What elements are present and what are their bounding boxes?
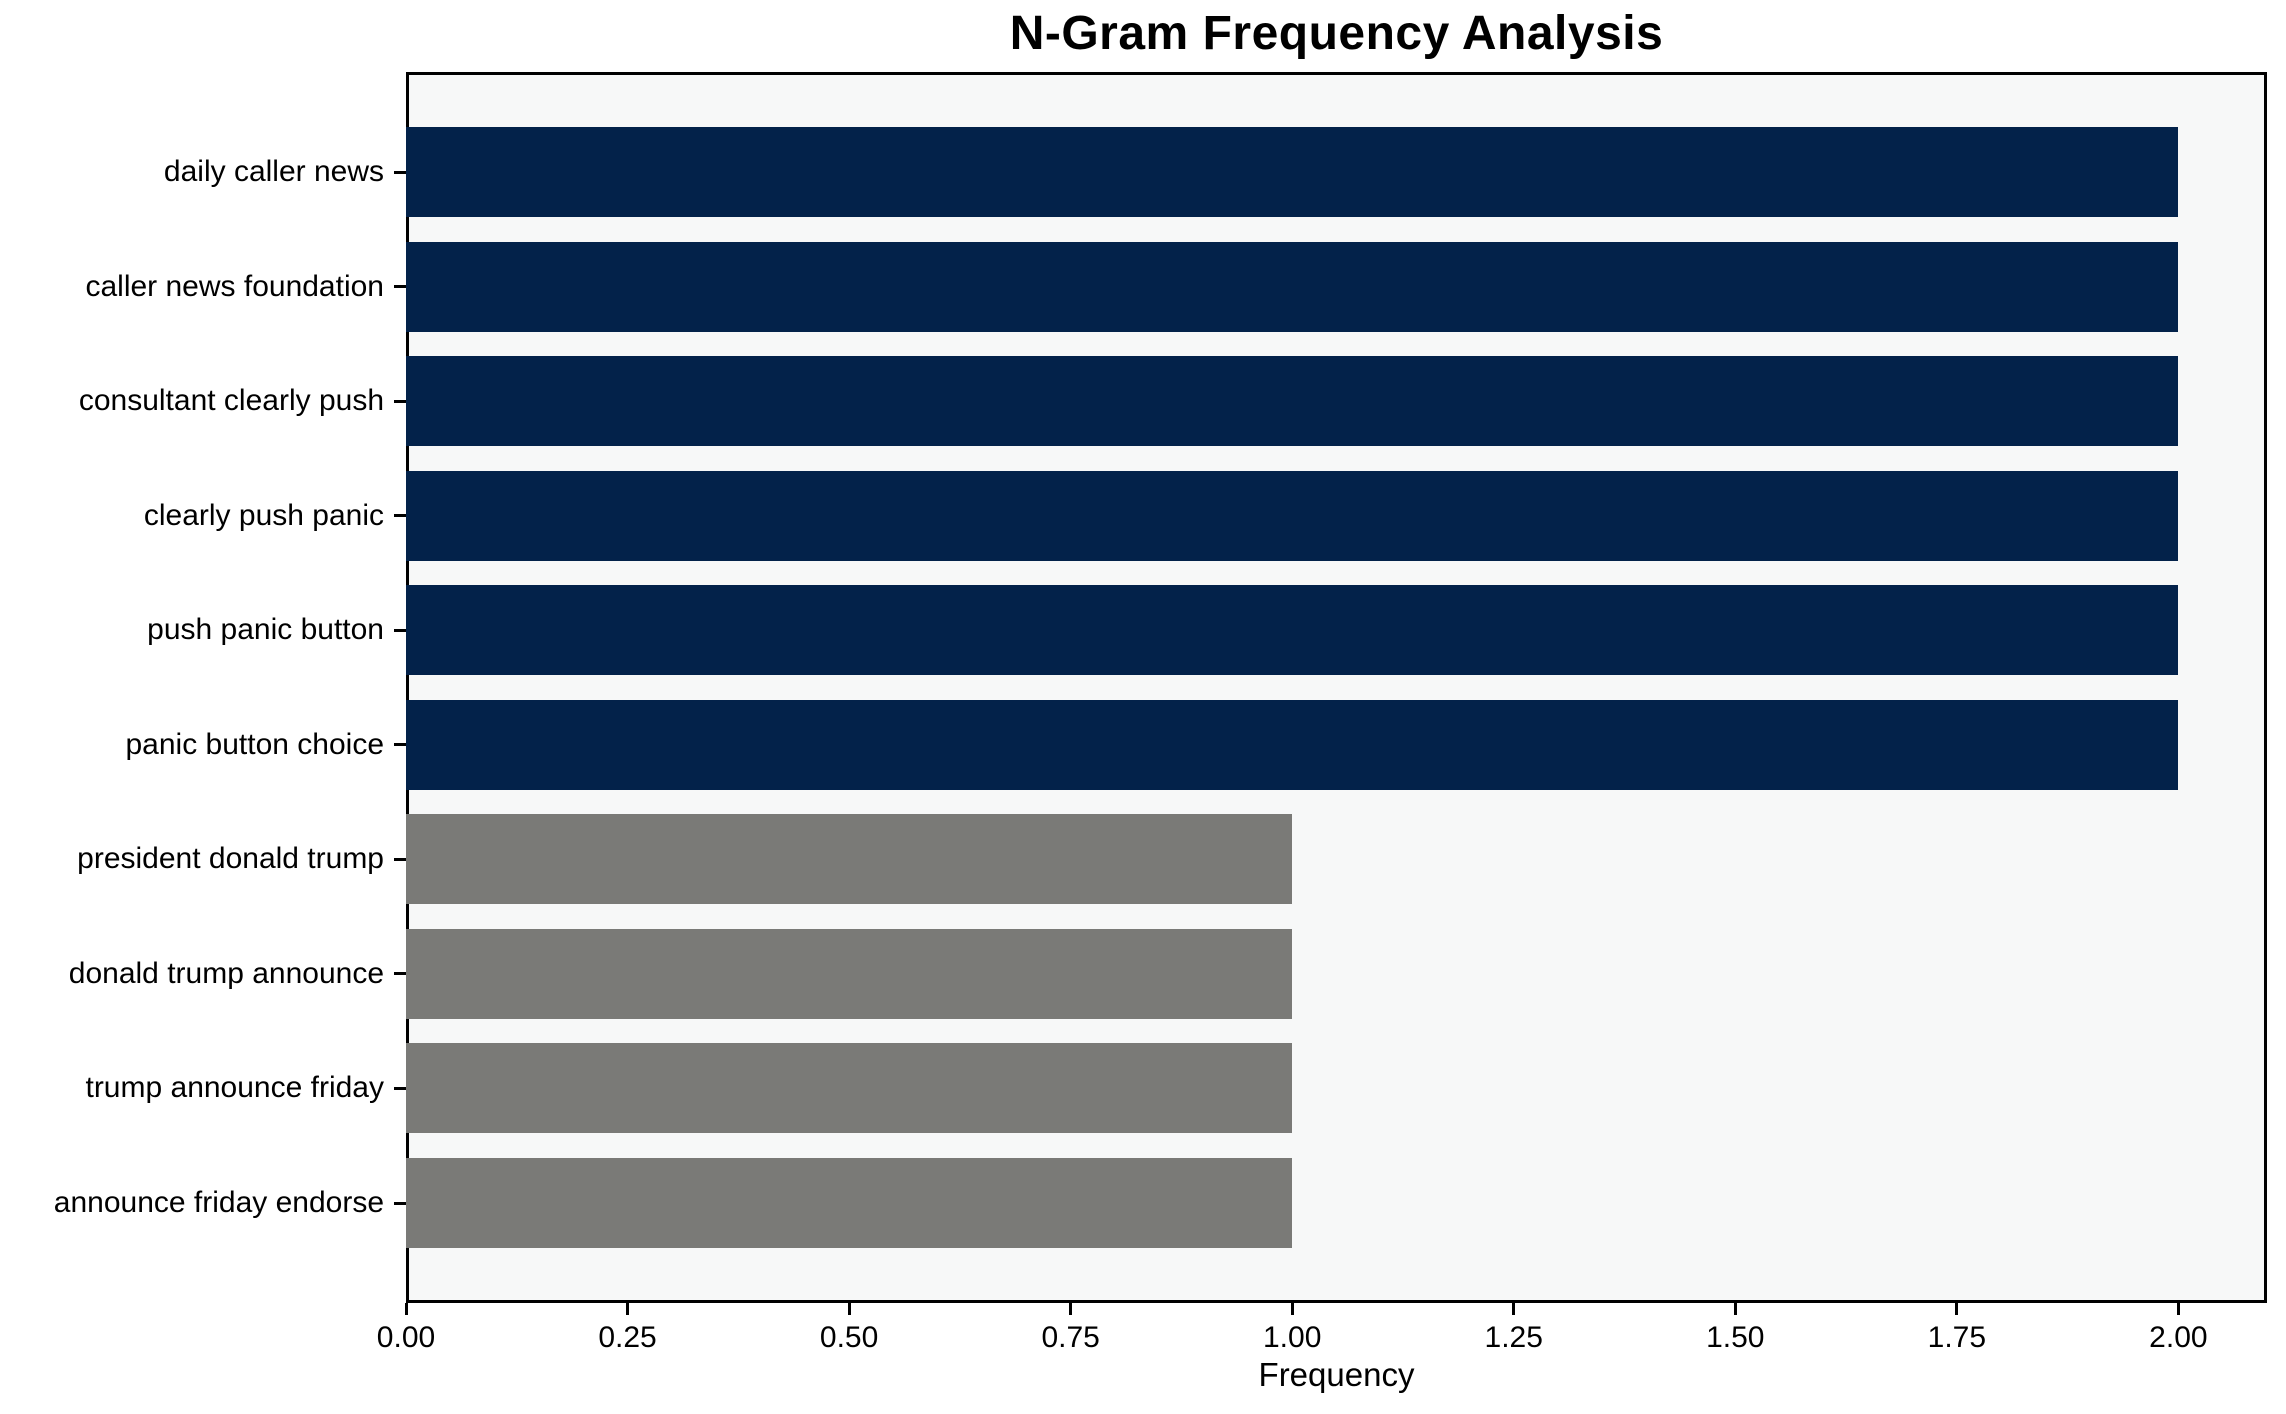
- x-tick-label: 2.00: [2149, 1321, 2208, 1354]
- bar: [406, 356, 2179, 447]
- x-tick-label: 1.25: [1484, 1321, 1543, 1354]
- bar: [406, 699, 2179, 790]
- chart-title: N-Gram Frequency Analysis: [1009, 7, 1664, 60]
- y-tick-label: panic button choice: [125, 727, 384, 761]
- y-tick-mark: [394, 514, 406, 518]
- x-tick-mark: [1069, 1303, 1073, 1315]
- x-tick-mark: [1290, 1303, 1294, 1315]
- y-tick-mark: [394, 170, 406, 174]
- y-tick-label: announce friday endorse: [53, 1186, 384, 1219]
- y-tick-label: daily caller news: [163, 155, 384, 188]
- x-tick-mark: [404, 1303, 408, 1315]
- x-tick-mark: [1512, 1303, 1516, 1315]
- y-tick-mark: [394, 628, 406, 632]
- y-tick-label: push panic button: [147, 613, 384, 647]
- y-tick-mark: [394, 972, 406, 976]
- bar: [406, 585, 2179, 676]
- bar: [406, 928, 1293, 1019]
- y-tick-label: donald trump announce: [68, 956, 384, 990]
- x-tick-label: 1.00: [1262, 1321, 1322, 1354]
- x-tick-mark: [847, 1303, 851, 1315]
- bar: [406, 1158, 1293, 1248]
- x-tick-label: 0.75: [1041, 1321, 1100, 1354]
- bar: [406, 1043, 1293, 1134]
- x-tick-label: 1.50: [1706, 1321, 1765, 1354]
- y-tick-mark: [394, 285, 406, 289]
- y-tick-label: consultant clearly push: [78, 384, 384, 418]
- y-tick-mark: [394, 857, 406, 861]
- y-tick-mark: [394, 743, 406, 747]
- x-tick-mark: [626, 1303, 630, 1315]
- y-tick-mark: [394, 1086, 406, 1090]
- plot-area: [406, 72, 2267, 1303]
- y-tick-mark: [394, 1201, 406, 1205]
- x-tick-mark: [2176, 1303, 2180, 1315]
- x-tick-label: 1.75: [1927, 1321, 1987, 1354]
- bar: [406, 814, 1293, 905]
- x-tick-label: 0.50: [819, 1321, 879, 1354]
- y-tick-label: clearly push panic: [143, 498, 384, 532]
- y-tick-mark: [394, 399, 406, 403]
- bar: [406, 127, 2179, 217]
- x-tick-label: 0.00: [376, 1321, 436, 1354]
- x-tick-mark: [1733, 1303, 1737, 1315]
- y-tick-label: president donald trump: [77, 842, 384, 876]
- y-tick-label: trump announce friday: [85, 1071, 384, 1105]
- x-tick-mark: [1955, 1303, 1959, 1315]
- y-tick-label: caller news foundation: [85, 269, 384, 303]
- x-axis-label: Frequency: [1258, 1356, 1415, 1393]
- bar: [406, 241, 2179, 332]
- bar: [406, 470, 2179, 561]
- x-tick-label: 0.25: [598, 1321, 657, 1354]
